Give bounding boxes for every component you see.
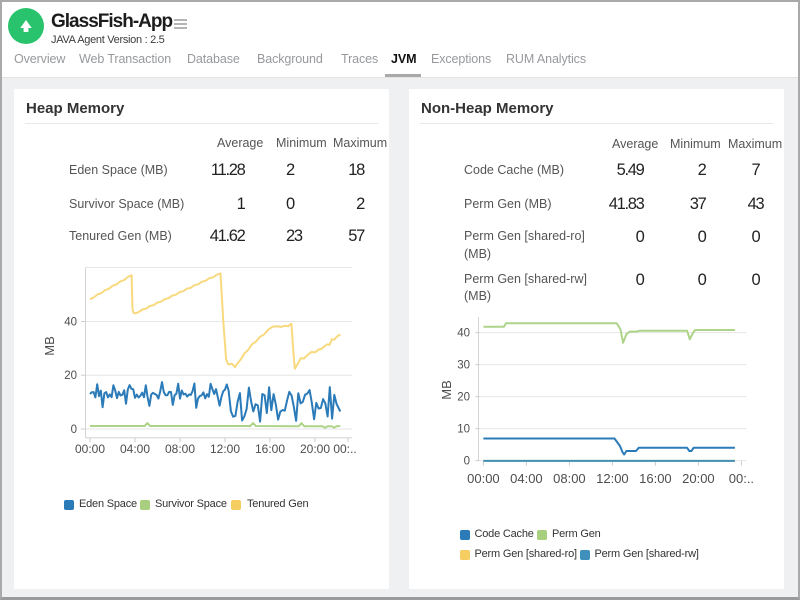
svg-text:MB: MB [42, 336, 57, 356]
svg-text:08:00: 08:00 [553, 471, 586, 486]
svg-text:00:..: 00:.. [333, 442, 356, 456]
svg-text:20: 20 [64, 370, 77, 382]
svg-text:12:00: 12:00 [596, 471, 629, 486]
svg-text:00:00: 00:00 [75, 442, 105, 456]
svg-text:00:..: 00:.. [729, 471, 754, 486]
svg-text:40: 40 [64, 317, 77, 329]
svg-text:0: 0 [464, 456, 470, 468]
svg-text:10: 10 [457, 424, 470, 436]
svg-text:04:00: 04:00 [510, 471, 543, 486]
svg-text:12:00: 12:00 [210, 442, 240, 456]
svg-text:30: 30 [457, 360, 470, 372]
svg-text:16:00: 16:00 [639, 471, 672, 486]
svg-text:20: 20 [457, 392, 470, 404]
svg-text:04:00: 04:00 [120, 442, 150, 456]
svg-text:40: 40 [457, 328, 470, 340]
svg-text:00:00: 00:00 [467, 471, 500, 486]
svg-text:0: 0 [71, 424, 77, 436]
svg-text:16:00: 16:00 [255, 442, 285, 456]
svg-text:20:00: 20:00 [682, 471, 715, 486]
svg-text:20:00: 20:00 [300, 442, 330, 456]
svg-text:08:00: 08:00 [165, 442, 195, 456]
svg-text:MB: MB [439, 380, 454, 400]
